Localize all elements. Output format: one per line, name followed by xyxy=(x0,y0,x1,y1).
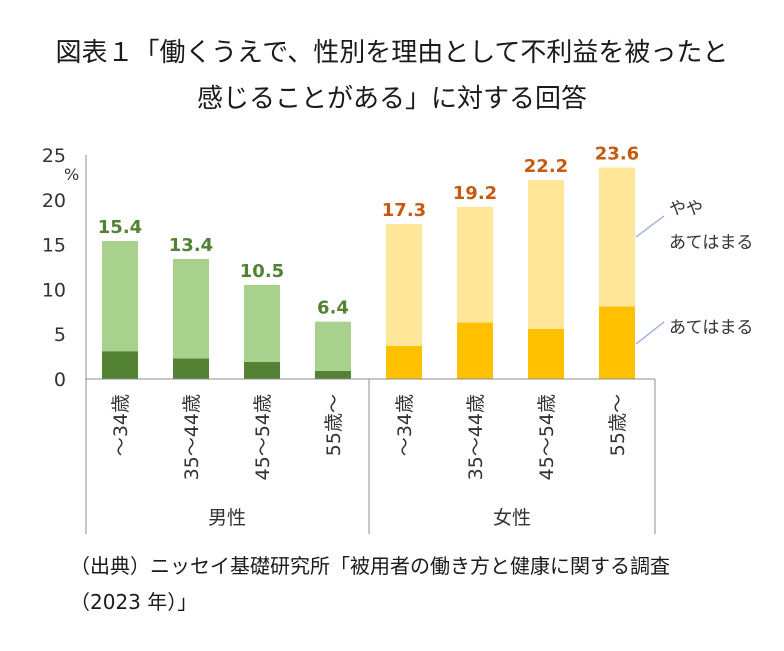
bar-segment xyxy=(599,167,635,307)
bar-segment xyxy=(315,370,351,379)
source-line-1: （出典）ニッセイ基礎研究所「被用者の働き方と健康に関する調査 xyxy=(70,554,670,578)
legend-label: やや xyxy=(669,199,703,219)
bar-segment xyxy=(599,306,635,379)
category-label: ～34歳 xyxy=(394,394,416,456)
y-tick-label: 25 xyxy=(42,145,66,167)
bar-segment xyxy=(528,180,564,329)
chart-title: 図表１「働くうえで、性別を理由として不利益を被ったと 感じることがある」に対する… xyxy=(0,30,784,122)
data-label: 13.4 xyxy=(169,235,213,256)
source-line-2: （2023 年）」 xyxy=(70,590,198,614)
group-label: 男性 xyxy=(208,507,246,529)
source-note: （出典）ニッセイ基礎研究所「被用者の働き方と健康に関する調査 （2023 年）」 xyxy=(70,548,670,620)
category-label: ～34歳 xyxy=(110,394,132,456)
chart-title-line-1: 図表１「働くうえで、性別を理由として不利益を被ったと xyxy=(55,38,729,68)
y-tick-label: 15 xyxy=(42,235,66,257)
y-tick-label: 10 xyxy=(42,279,66,301)
y-tick-label: 20 xyxy=(42,190,66,212)
group-label: 女性 xyxy=(493,507,531,529)
data-label: 17.3 xyxy=(382,200,426,221)
category-label: 45～54歳 xyxy=(252,394,274,480)
y-tick-label: 5 xyxy=(54,324,66,346)
bar-segment xyxy=(244,361,280,379)
bar-segment xyxy=(173,358,209,379)
legend-label: あてはまる xyxy=(669,318,753,338)
data-label: 23.6 xyxy=(595,144,639,165)
bar-segment xyxy=(173,258,209,359)
bar-segment xyxy=(386,345,422,379)
legend-label: あてはまる xyxy=(669,233,753,253)
bar-segment xyxy=(102,241,138,352)
chart-title-line-2: 感じることがある」に対する回答 xyxy=(196,84,587,114)
bar-segment xyxy=(457,322,493,379)
data-label: 15.4 xyxy=(98,217,142,238)
category-label: 45～54歳 xyxy=(536,394,558,480)
bar-segment xyxy=(244,284,280,362)
legend-leader-line xyxy=(635,215,665,238)
y-tick-label: 0 xyxy=(54,369,66,391)
bar-segment xyxy=(457,206,493,323)
data-label: 19.2 xyxy=(453,183,497,204)
category-label: 35～44歳 xyxy=(181,394,203,480)
data-label: 6.4 xyxy=(317,298,349,319)
bar-segment xyxy=(386,223,422,346)
category-label: 35～44歳 xyxy=(465,394,487,480)
bar-segment xyxy=(315,321,351,371)
y-axis-unit-label: % xyxy=(64,165,79,184)
category-label: 55歳～ xyxy=(323,394,345,456)
legend-leader-line xyxy=(635,321,665,345)
bar-segment xyxy=(528,328,564,379)
category-label: 55歳～ xyxy=(607,394,629,456)
data-label: 22.2 xyxy=(524,156,568,177)
data-label: 10.5 xyxy=(240,261,284,282)
bar-segment xyxy=(102,351,138,379)
